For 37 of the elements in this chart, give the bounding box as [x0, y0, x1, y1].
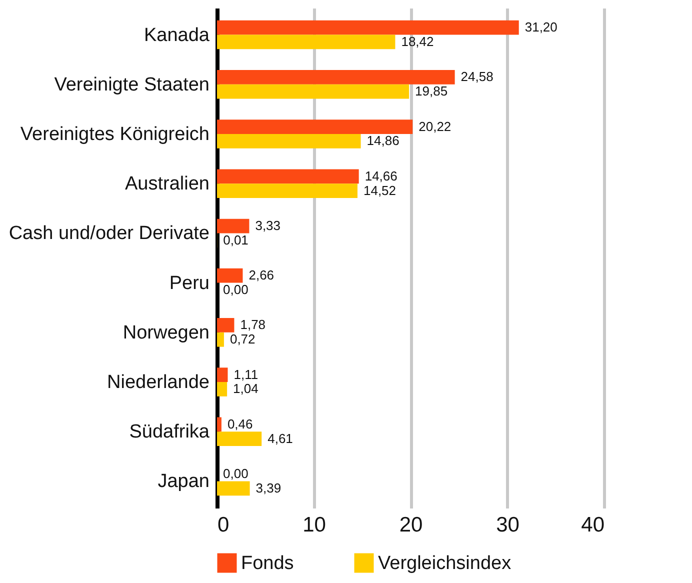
data-label: 19,85 [415, 84, 448, 99]
y-tick-label: Japan [158, 471, 210, 492]
data-label: 0,46 [227, 416, 253, 432]
data-label: 18,42 [401, 34, 434, 49]
y-tick-label: Norwegen [122, 322, 210, 344]
y-tick-label: Vereinigtes Königreich [20, 124, 210, 145]
y-tick-label: Peru [169, 272, 210, 294]
data-label: 14,52 [363, 182, 396, 198]
data-label: 0,72 [230, 332, 256, 347]
data-label: 20,22 [418, 118, 452, 134]
data-label: 1,11 [234, 366, 258, 382]
data-label: 2,66 [248, 268, 274, 283]
data-label: 1,78 [240, 317, 266, 332]
data-label: 24,58 [460, 69, 494, 84]
x-tick-label: 20 [399, 514, 423, 536]
x-tick-label: 40 [581, 514, 604, 536]
y-tick-label: Australien [125, 174, 210, 195]
y-tick-label: Cash und/oder Derivate [8, 223, 210, 244]
y-tick-label: Südafrika [129, 422, 210, 443]
x-tick-label: 0 [218, 514, 230, 536]
x-tick-label: 30 [496, 514, 520, 536]
data-label: 0,00 [223, 282, 248, 297]
data-label: 14,86 [366, 133, 400, 148]
data-label: 14,66 [364, 168, 398, 184]
data-label: 4,61 [268, 430, 293, 446]
legend-label: Fonds [241, 553, 294, 574]
legend-label: Vergleichsindex [378, 553, 512, 574]
data-label: 0,01 [223, 232, 248, 248]
data-label: 1,04 [233, 381, 258, 396]
y-tick-label: Kanada [144, 24, 210, 46]
data-label: 31,20 [524, 20, 558, 35]
data-label: 3,33 [255, 218, 281, 234]
y-tick-label: Vereinigte Staaten [54, 74, 210, 96]
data-label: 3,39 [256, 480, 282, 496]
x-tick-label: 10 [302, 514, 326, 536]
data-label: 0,00 [223, 466, 248, 482]
y-tick-label: Niederlande [107, 372, 210, 394]
